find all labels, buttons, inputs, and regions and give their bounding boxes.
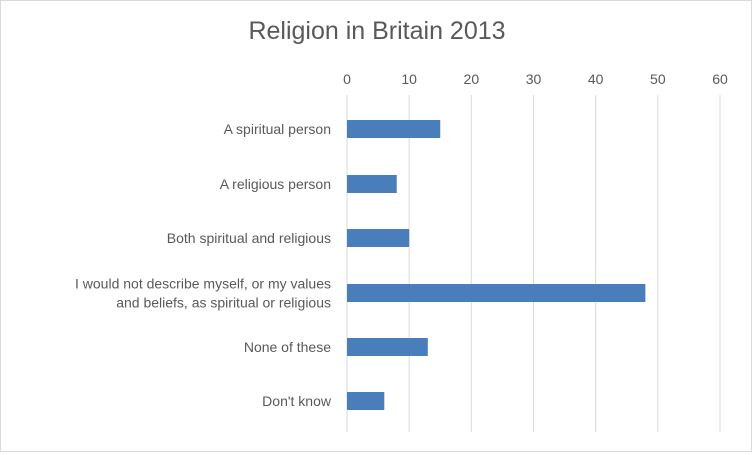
category-label-6: Don't know xyxy=(262,393,332,409)
bar-3 xyxy=(347,229,410,247)
category-label-1: A spiritual person xyxy=(224,121,331,137)
x-tick-label-20: 20 xyxy=(464,71,480,87)
category-label-5: None of these xyxy=(244,339,331,355)
category-label-3: Both spiritual and religious xyxy=(167,230,331,246)
bar-6 xyxy=(347,392,385,410)
x-tick-label-40: 40 xyxy=(588,71,604,87)
x-tick-label-60: 60 xyxy=(712,71,728,87)
category-label-4-line-1: I would not describe myself, or my value… xyxy=(75,276,331,292)
chart-title: Religion in Britain 2013 xyxy=(248,17,506,45)
x-tick-label-50: 50 xyxy=(650,71,666,87)
bar-2 xyxy=(347,175,397,193)
x-tick-label-30: 30 xyxy=(526,71,542,87)
x-tick-label-10: 10 xyxy=(401,71,417,87)
bar-1 xyxy=(347,120,441,138)
x-tick-label-0: 0 xyxy=(343,71,351,87)
bar-4 xyxy=(347,284,646,302)
bar-5 xyxy=(347,338,428,356)
category-label-4-line-2: and beliefs, as spiritual or religious xyxy=(116,295,331,311)
category-label-2: A religious person xyxy=(220,176,331,192)
